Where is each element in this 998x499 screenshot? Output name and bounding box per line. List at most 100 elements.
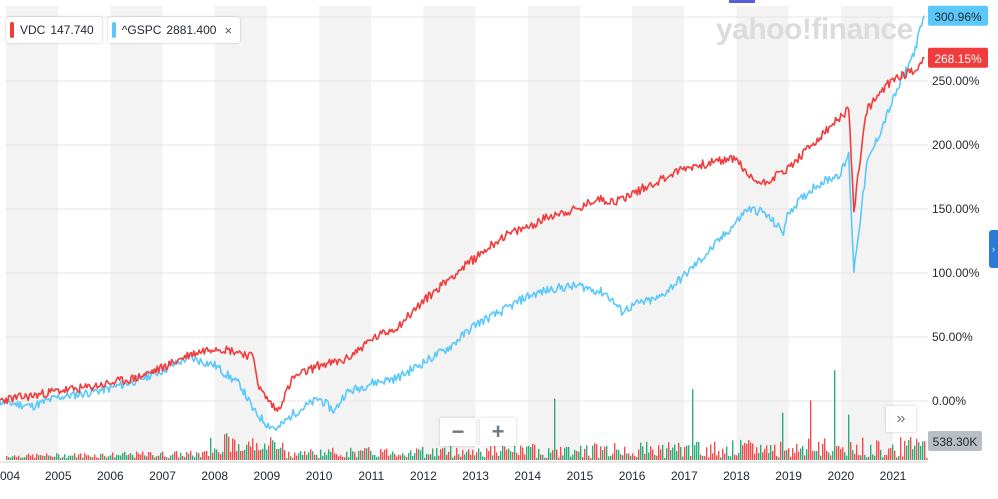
volume-bar xyxy=(802,445,804,460)
volume-bar xyxy=(898,455,900,460)
volume-bar xyxy=(758,452,760,460)
volume-bar xyxy=(104,455,106,460)
volume-bar xyxy=(594,443,596,460)
x-tick-label: 2005 xyxy=(45,469,72,483)
volume-bar xyxy=(514,445,516,460)
gspc-color-swatch xyxy=(111,22,116,38)
volume-bar xyxy=(756,447,758,460)
volume-bar xyxy=(670,450,672,460)
volume-bar xyxy=(28,453,30,460)
volume-bar xyxy=(354,452,356,460)
volume-bar xyxy=(264,443,266,460)
volume-bar xyxy=(556,449,558,460)
volume-bar xyxy=(850,441,852,460)
volume-bar xyxy=(332,447,334,460)
volume-bar xyxy=(406,457,408,460)
volume-bar xyxy=(444,447,446,460)
volume-bar xyxy=(764,448,766,460)
volume-bar xyxy=(662,444,664,460)
x-tick-label: 2007 xyxy=(149,469,176,483)
volume-bar xyxy=(252,438,254,460)
volume-bar xyxy=(542,454,544,460)
vdc-end-label: 268.15% xyxy=(934,52,982,66)
volume-bar xyxy=(196,452,198,460)
volume-bar xyxy=(256,443,258,460)
y-tick-label: 250.00% xyxy=(932,74,980,88)
volume-bar xyxy=(620,454,622,460)
volume-bar xyxy=(188,453,190,460)
volume-bar xyxy=(478,448,480,460)
volume-bar xyxy=(282,442,284,460)
volume-bar xyxy=(866,457,868,460)
x-tick-label: 2010 xyxy=(306,469,333,483)
volume-bar xyxy=(80,453,82,460)
volume-bar xyxy=(424,457,426,460)
x-axis-labels: 004 2005 2006 2007 2008 2009 2010 2011 2012 2013 2… xyxy=(0,461,928,483)
volume-bar xyxy=(322,455,324,460)
volume-bar xyxy=(688,445,690,460)
volume-bar xyxy=(744,442,746,460)
legend-chip-vdc[interactable]: VDC 147.740 xyxy=(6,17,102,43)
volume-bar xyxy=(926,457,928,460)
volume-bar xyxy=(614,443,616,460)
volume-bar xyxy=(226,433,228,460)
volume-bar xyxy=(624,446,626,460)
volume-bar xyxy=(472,449,474,460)
volume-bar xyxy=(516,452,518,460)
volume-bar xyxy=(210,437,212,460)
volume-bar xyxy=(550,452,552,460)
volume-bar xyxy=(520,445,522,460)
volume-bar xyxy=(384,449,386,460)
volume-bar xyxy=(270,437,272,460)
volume-bar xyxy=(554,398,556,460)
volume-bar xyxy=(800,448,802,460)
volume-bar xyxy=(602,449,604,460)
volume-bar xyxy=(468,449,470,460)
expand-range-button[interactable]: » xyxy=(886,406,916,432)
volume-bar xyxy=(174,451,176,460)
volume-bar xyxy=(412,455,414,460)
volume-bar xyxy=(60,457,62,460)
volume-bar xyxy=(44,456,46,460)
volume-bar xyxy=(78,454,80,460)
volume-bar xyxy=(364,448,366,460)
legend-chip-gspc[interactable]: ^GSPC 2881.400 × xyxy=(107,17,241,43)
year-band xyxy=(110,6,163,460)
volume-bar xyxy=(312,451,314,460)
volume-bar xyxy=(570,456,572,460)
volume-bar xyxy=(848,414,850,460)
volume-bar xyxy=(502,445,504,460)
volume-bar xyxy=(588,455,590,460)
volume-bar xyxy=(894,450,896,460)
zoom-out-button[interactable]: − xyxy=(440,418,476,446)
volume-bar xyxy=(182,455,184,460)
volume-bar xyxy=(298,453,300,460)
volume-bar xyxy=(814,451,816,460)
volume-bar xyxy=(276,449,278,460)
volume-bar xyxy=(360,450,362,460)
volume-bar xyxy=(258,450,260,460)
zoom-in-button[interactable]: + xyxy=(480,418,516,446)
volume-bar xyxy=(338,456,340,460)
remove-comparison-icon[interactable]: × xyxy=(224,22,233,38)
volume-bar xyxy=(880,449,882,460)
volume-bar xyxy=(840,449,842,460)
volume-bar xyxy=(734,454,736,460)
volume-bar xyxy=(578,451,580,460)
y-axis-labels: 0.00% 50.00% 100.00% 150.00% 200.00% 250.00% 5… xyxy=(928,74,982,451)
volume-bar xyxy=(492,455,494,460)
volume-bar xyxy=(224,434,226,460)
volume-bar xyxy=(164,456,166,460)
volume-bar xyxy=(660,449,662,460)
volume-bar xyxy=(320,449,322,460)
side-panel-toggle[interactable]: › xyxy=(989,230,998,268)
volume-bar xyxy=(142,451,144,460)
volume-bar xyxy=(830,455,832,460)
volume-bar xyxy=(904,440,906,460)
volume-bar xyxy=(306,454,308,460)
volume-bar xyxy=(130,453,132,460)
volume-bar xyxy=(896,457,898,460)
volume-bar xyxy=(626,453,628,460)
volume-bar xyxy=(218,452,220,460)
volume-bar xyxy=(162,451,164,460)
